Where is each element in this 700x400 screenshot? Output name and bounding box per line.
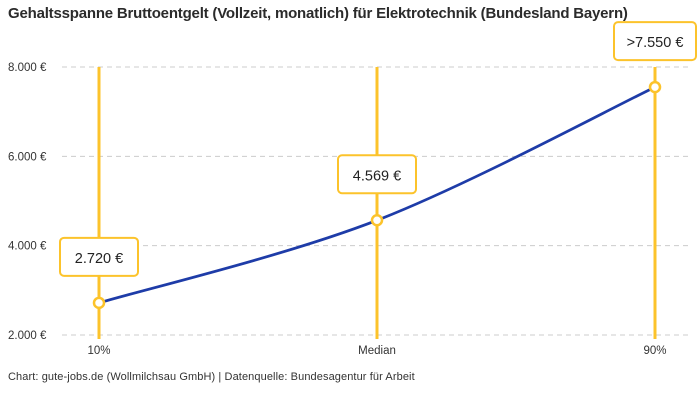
value-label-box [613,21,697,62]
value-label-box [59,236,139,277]
x-tick-label: 90% [643,345,666,357]
x-tick-label: 10% [87,345,110,357]
data-point-marker [92,296,106,310]
value-label-box [337,154,417,195]
y-tick-label: 8.000 € [8,62,47,74]
y-tick-label: 4.000 € [8,241,47,253]
value-label: 4.569 € [353,168,401,184]
chart-footer-credit: Chart: gute-jobs.de (Wollmilchsau GmbH) … [8,371,415,383]
y-tick-label: 6.000 € [8,151,47,163]
data-point-marker [370,214,384,227]
value-label: 2.720 € [75,251,123,267]
chart-title: Gehaltsspanne Bruttoentgelt (Vollzeit, m… [8,5,628,22]
y-tick-label: 2.000 € [8,330,47,342]
value-label: >7.550 € [627,35,684,51]
data-point-marker [648,80,662,94]
x-tick-label: Median [358,345,396,357]
